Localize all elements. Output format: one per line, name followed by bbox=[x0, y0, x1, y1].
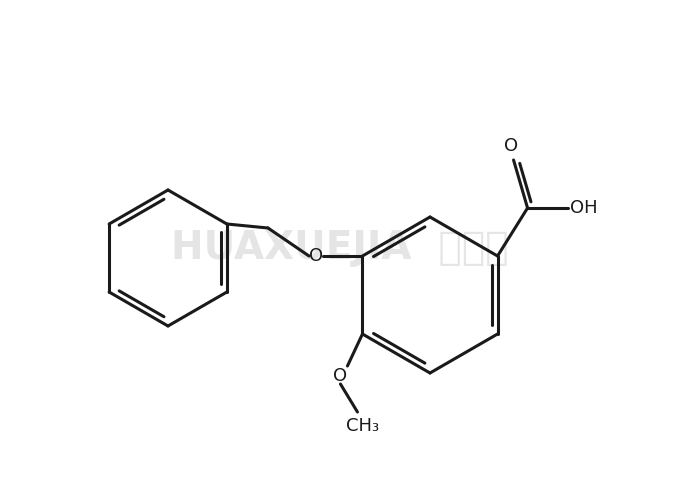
Text: O: O bbox=[333, 367, 347, 385]
Text: OH: OH bbox=[570, 199, 597, 217]
Text: O: O bbox=[505, 137, 519, 155]
Text: HUAXUEJIA  化学加: HUAXUEJIA 化学加 bbox=[171, 229, 509, 267]
Text: CH₃: CH₃ bbox=[346, 417, 379, 435]
Text: O: O bbox=[309, 247, 323, 265]
